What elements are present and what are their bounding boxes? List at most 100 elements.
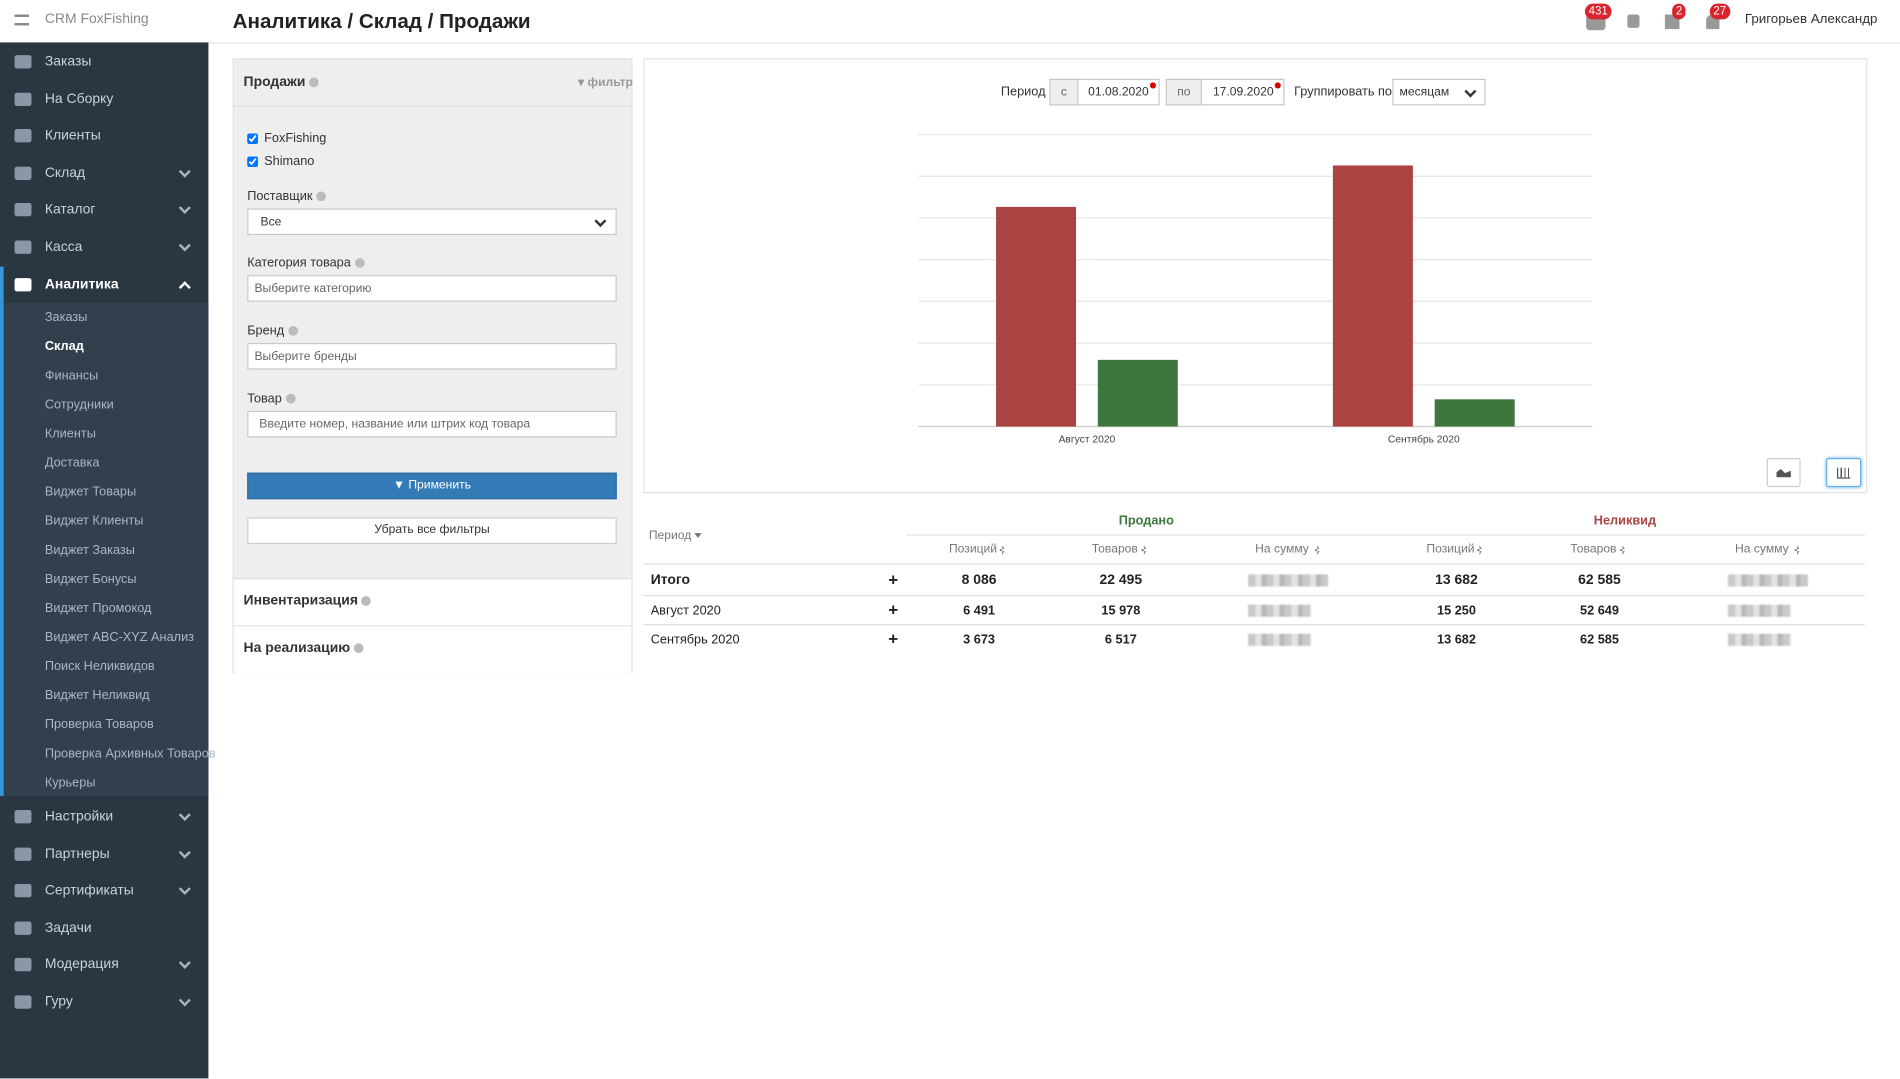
nav-item[interactable]: Партнеры [44,846,110,862]
bar [1434,399,1515,427]
badge: 2 [1672,3,1686,20]
supplier-select[interactable]: Все [247,208,617,236]
blurred-amount [1248,604,1312,617]
submenu-item[interactable]: Виджет Промокод [44,601,152,616]
apply-text[interactable]: Применить [408,478,471,492]
nav-icon [14,884,32,898]
select-value[interactable]: месяцам [1399,86,1450,100]
date-to[interactable]: 17.09.2020 [1200,78,1285,106]
brand-input[interactable]: Выберите бренды [247,342,617,370]
filter-link[interactable]: ▾ фильтр [577,76,633,90]
expand-button[interactable]: + [888,599,899,620]
blurred-amount [1727,604,1791,617]
submenu-item[interactable]: Проверка Товаров [44,717,154,732]
section-title[interactable]: На реализацию [244,641,364,656]
expand-button[interactable]: + [888,569,899,589]
nav-item[interactable]: На Сборку [44,91,114,107]
submenu-item[interactable]: Финансы [44,368,99,383]
nav-item[interactable]: Гуру [44,994,73,1010]
submenu-item[interactable]: Виджет Клиенты [44,513,144,529]
blurred-amount [1727,633,1791,646]
nav-item[interactable]: Клиенты [44,128,101,144]
nav-icon [14,810,32,824]
nav-icon [14,847,32,861]
sort-caret [694,533,702,541]
phone-icon[interactable] [1627,14,1640,28]
group-header: Продано [1118,513,1174,529]
date-from[interactable]: 01.08.2020 [1077,78,1160,106]
column-header[interactable]: Позиций [948,542,998,557]
rule [643,624,1865,626]
nav-item[interactable]: Каталог [44,202,96,218]
bar [1097,359,1178,427]
checkbox[interactable]: Shimano [247,153,315,169]
submenu-item[interactable]: Доставка [44,455,100,471]
checkbox-label[interactable]: FoxFishing [264,130,327,146]
top-bar: CRM FoxFishing Аналитика / Склад / Прода… [0,0,1900,44]
submenu-item[interactable]: Поиск Неликвидов [44,659,155,674]
submenu-item[interactable]: Виджет Бонусы [44,571,137,587]
section-title[interactable]: Инвентаризация [243,593,372,609]
field-label: Товар [247,391,296,406]
field-label-text: Категория товара [247,255,351,271]
submenu-item[interactable]: Виджет Неликвид [44,688,150,703]
bar-chart-button[interactable] [1826,458,1862,488]
cell: 3 673 [963,632,996,648]
area-chart-button[interactable] [1766,458,1801,488]
sort-icon [1314,545,1320,555]
submenu-item[interactable]: Сотрудники [44,397,114,412]
apply-button[interactable]: ▼ Применить [247,472,617,500]
select-value[interactable]: Все [260,215,282,230]
category-input[interactable]: Выберите категорию [247,275,617,302]
nav-item[interactable]: Модерация [44,957,119,973]
nav-item[interactable]: Склад [44,165,86,181]
column-header[interactable]: Позиций [1426,542,1475,557]
checkbox-input[interactable] [247,155,259,167]
cell: 13 682 [1435,573,1478,588]
section-text[interactable]: На реализацию [243,641,351,656]
nav-item[interactable]: Касса [44,239,83,255]
expand-button[interactable]: + [888,628,899,649]
column-header[interactable]: На сумму [1255,542,1309,557]
page-title: Аналитика / Склад / Продажи [232,9,531,33]
submenu-item[interactable]: Клиенты [44,426,96,442]
column-header[interactable]: Период [648,529,692,543]
column-header[interactable]: Товаров [1091,542,1138,557]
cell: 6 491 [963,603,996,618]
column-header[interactable]: Товаров [1570,542,1617,557]
reset-button[interactable]: Убрать все фильтры [247,517,617,545]
menu-icon[interactable] [14,14,30,26]
nav-icon [14,92,32,106]
table: Период Продано Неликвид Позиций Товаров На су… [643,507,1865,665]
product-input[interactable]: Введите номер, название или штрих код то… [247,410,617,438]
brand[interactable]: CRM FoxFishing [44,12,149,27]
nav-item[interactable]: Аналитика [44,276,119,292]
checkbox-label[interactable]: Shimano [264,153,315,169]
cell: 62 585 [1580,632,1619,648]
submenu-item[interactable]: Склад [44,339,84,354]
column-header[interactable]: На сумму [1735,542,1789,557]
checkbox[interactable]: FoxFishing [247,130,327,146]
badge: 431 [1584,3,1612,20]
group-select[interactable]: месяцам [1392,78,1486,106]
dot [1274,82,1281,89]
nav-item[interactable]: Задачи [44,920,92,936]
submenu-item[interactable]: Виджет Заказы [44,542,135,558]
filter-link-text[interactable]: фильтр [587,76,633,90]
submenu-item[interactable]: Виджет Товары [44,484,137,500]
submenu-item[interactable]: Заказы [44,310,88,325]
group-header: Неликвид [1593,513,1657,529]
blurred-amount [1727,574,1808,587]
section-text[interactable]: Инвентаризация [243,593,358,609]
rule [643,563,1865,565]
nav-item[interactable]: Настройки [44,809,114,824]
divider [233,625,632,627]
nav-item[interactable]: Заказы [44,54,92,70]
nav-item[interactable]: Сертификаты [44,883,134,899]
cell: 15 978 [1101,603,1141,618]
submenu-item[interactable]: Виджет ABC-XYZ Анализ [44,630,195,645]
submenu-item[interactable]: Проверка Архивных Товаров [44,746,216,761]
user-menu[interactable]: Григорьев Александр [1744,12,1878,27]
checkbox-input[interactable] [247,132,259,144]
submenu-item[interactable]: Курьеры [44,775,96,791]
